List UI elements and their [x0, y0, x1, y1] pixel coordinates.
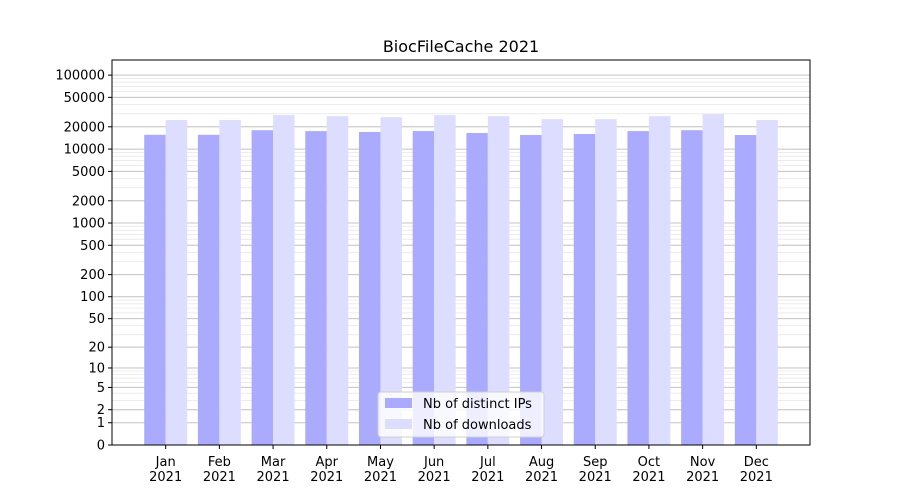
x-tick-label: Jun 2021	[418, 455, 451, 485]
bar-downloads	[702, 114, 725, 445]
y-tick-label: 10000	[64, 143, 105, 158]
y-tick-label: 500	[80, 239, 105, 254]
bar-downloads	[541, 119, 564, 446]
bar-downloads	[434, 115, 456, 446]
x-tick-label: Jan 2021	[149, 455, 182, 485]
legend-label: Nb of downloads	[423, 418, 532, 433]
y-tick-label: 5000	[72, 165, 105, 180]
legend-box	[377, 391, 545, 438]
bar-distinct-ips	[734, 134, 757, 445]
plot-frame	[111, 59, 811, 446]
legend-swatch	[385, 398, 412, 408]
bar-distinct-ips	[412, 131, 435, 445]
y-tick-label: 10	[88, 361, 105, 376]
bar-downloads	[380, 117, 402, 446]
y-axis: 0 12 5 10 20 50 100 200 500 1000 2000 5000 10000 2000…	[55, 69, 112, 454]
bars	[144, 114, 778, 446]
bar-distinct-ips	[681, 130, 703, 445]
y-tick-label: 0	[97, 439, 105, 454]
x-tick-label: Aug 2021	[525, 455, 558, 485]
bar-downloads	[219, 120, 241, 445]
y-tick-label: 1	[97, 416, 105, 431]
x-tick-label: Apr 2021	[310, 455, 343, 485]
bar-downloads	[595, 119, 617, 446]
bar-downloads	[165, 120, 188, 445]
y-tick-label: 2	[97, 403, 105, 418]
x-axis: Jan 2021 Feb 2021 Mar 2021 Apr 2021 May 2021 Jun 20…	[149, 445, 773, 485]
bar-distinct-ips	[627, 131, 649, 445]
bar-downloads	[648, 116, 671, 446]
bar-distinct-ips	[520, 134, 542, 445]
y-tick-label: 1000	[72, 217, 105, 232]
y-tick-label: 2000	[72, 194, 105, 209]
bar-distinct-ips	[305, 131, 327, 445]
y-tick-label: 20	[88, 341, 105, 356]
legend: Nb of distinct IPs Nb of downloads	[377, 391, 545, 438]
y-tick-label: 5	[97, 381, 105, 396]
y-tick-label: 100000	[55, 69, 105, 84]
x-tick-label: Dec 2021	[740, 455, 773, 485]
y-tick-label: 50000	[64, 91, 105, 106]
y-tick-label: 20000	[64, 120, 105, 135]
x-tick-label: Feb 2021	[203, 455, 236, 485]
x-tick-label: Nov 2021	[686, 455, 719, 485]
bar-distinct-ips	[573, 133, 596, 445]
legend-label: Nb of distinct IPs	[423, 397, 532, 412]
bar-downloads	[326, 116, 349, 446]
y-tick-label: 200	[80, 268, 105, 283]
bar-distinct-ips	[358, 132, 381, 445]
bar-downloads	[273, 115, 295, 446]
y-tick-label: 100	[80, 290, 105, 305]
x-tick-label: May 2021	[364, 455, 397, 485]
x-tick-label: Sep 2021	[579, 455, 612, 485]
bar-distinct-ips	[197, 134, 220, 445]
bar-downloads	[487, 116, 510, 446]
legend-swatch	[385, 419, 412, 429]
x-tick-label: Jul 2021	[471, 455, 504, 485]
bar-distinct-ips	[466, 132, 488, 446]
bar-downloads	[756, 120, 778, 445]
y-tick-label: 50	[88, 312, 105, 327]
bar-distinct-ips	[251, 130, 274, 445]
x-tick-label: Mar 2021	[257, 455, 290, 485]
chart-title: BiocFileCache 2021	[383, 37, 539, 56]
x-tick-label: Oct 2021	[632, 455, 665, 485]
bar-distinct-ips	[144, 134, 166, 445]
